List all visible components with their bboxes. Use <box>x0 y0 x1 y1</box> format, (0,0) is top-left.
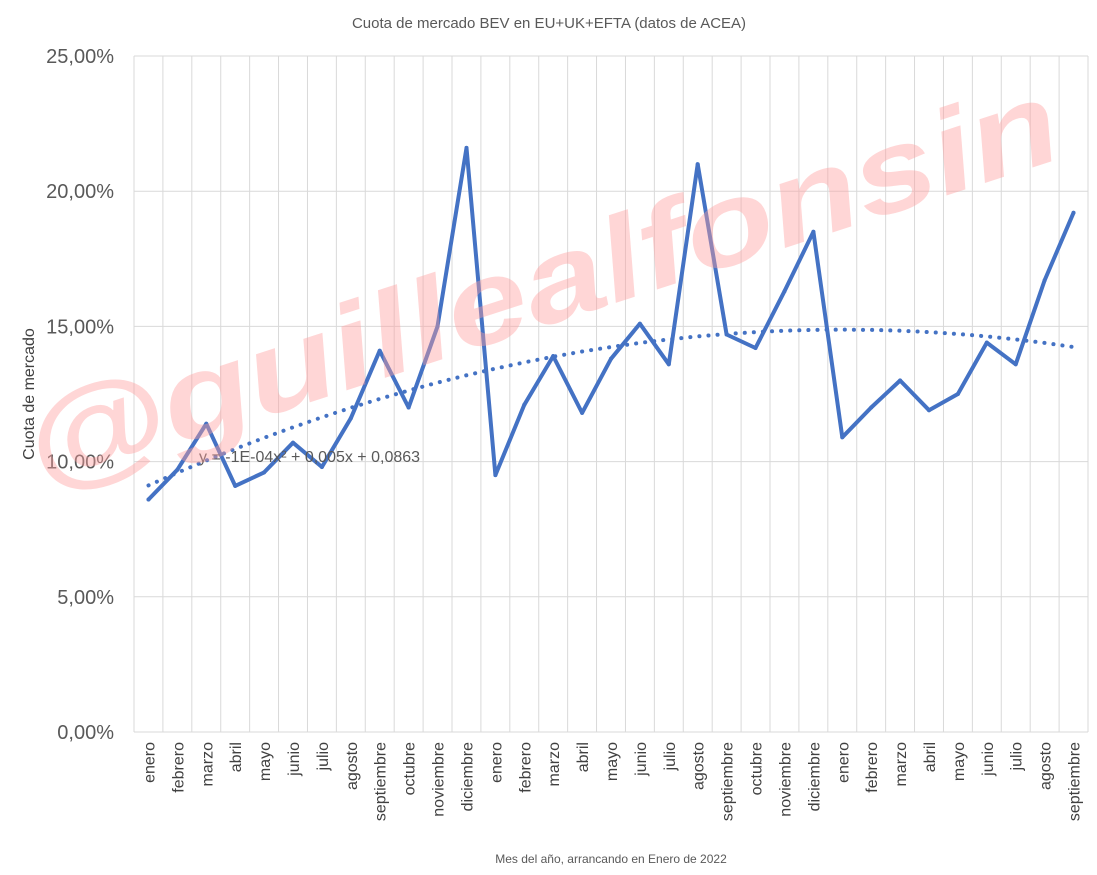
x-tick-label: marzo <box>546 742 563 787</box>
data-point <box>984 340 989 345</box>
data-point <box>291 440 295 445</box>
data-point <box>175 467 180 472</box>
y-axis-title: Cuota de mercado <box>21 328 38 460</box>
data-point <box>580 410 585 415</box>
data-point <box>840 435 845 440</box>
x-tick-label: agosto <box>1038 742 1055 790</box>
trendline <box>146 327 1076 488</box>
series-lines <box>146 145 1076 502</box>
x-tick-label: octubre <box>749 742 766 795</box>
data-point <box>637 321 642 326</box>
x-tick-label: enero <box>141 742 158 783</box>
data-point <box>869 405 874 410</box>
x-tick-label: noviembre <box>431 742 448 817</box>
data-point <box>262 470 267 475</box>
data-point <box>146 497 151 502</box>
trendline-path <box>146 327 1076 488</box>
x-tick-label: abril <box>922 742 939 772</box>
x-tick-label: marzo <box>199 742 216 787</box>
data-point <box>464 145 469 150</box>
data-point <box>927 408 931 413</box>
trendline-equation: y = -1E-04x² + 0,005x + 0,0863 <box>199 449 420 466</box>
x-tick-label: septiembre <box>373 742 390 821</box>
data-point <box>1042 278 1047 283</box>
x-tick-label: marzo <box>893 742 910 787</box>
x-tick-label: diciembre <box>806 742 823 811</box>
y-tick-label: 25,00% <box>46 46 114 68</box>
x-tick-label: mayo <box>951 742 968 781</box>
x-tick-label: junio <box>980 742 997 777</box>
data-point <box>782 289 787 294</box>
data-point <box>753 346 758 350</box>
x-tick-label: abril <box>575 742 592 772</box>
y-tick-label: 5,00% <box>57 587 114 609</box>
x-axis-title: Mes del año, arrancando en Enero de 2022 <box>495 852 727 866</box>
y-axis-ticks: 0,00% 5,00% 10,00% 15,00% 20,00% 25,00% <box>46 46 114 744</box>
x-tick-label: mayo <box>604 742 621 781</box>
data-point <box>898 378 903 383</box>
y-tick-label: 20,00% <box>46 181 114 203</box>
x-tick-label: mayo <box>257 742 274 781</box>
data-point <box>233 483 238 488</box>
data-point <box>522 402 527 407</box>
x-tick-label: septiembre <box>1067 742 1084 821</box>
x-tick-label: octubre <box>402 742 419 795</box>
data-point <box>406 405 411 410</box>
x-tick-label: febrero <box>170 742 187 793</box>
data-point <box>204 421 209 426</box>
data-point <box>811 229 816 234</box>
data-point <box>435 324 440 329</box>
x-tick-label: febrero <box>864 742 881 793</box>
data-point <box>666 362 671 367</box>
x-tick-label: diciembre <box>459 742 476 811</box>
data-point <box>955 392 960 396</box>
grid-lines <box>133 55 1089 733</box>
data-point <box>319 465 324 469</box>
y-tick-label: 10,00% <box>46 452 114 474</box>
data-point <box>493 473 498 478</box>
data-point <box>695 162 700 167</box>
y-tick-label: 0,00% <box>57 722 114 744</box>
x-tick-label: noviembre <box>777 742 794 817</box>
data-point <box>1013 362 1018 367</box>
data-point <box>377 348 382 353</box>
x-tick-label: julio <box>662 742 679 772</box>
x-tick-label: enero <box>835 742 852 783</box>
x-tick-label: enero <box>488 742 505 783</box>
x-tick-label: junio <box>633 742 650 777</box>
x-tick-label: abril <box>228 742 245 772</box>
chart-title: Cuota de mercado BEV en EU+UK+EFTA (dato… <box>352 15 746 32</box>
data-point <box>609 356 613 361</box>
data-point <box>551 354 556 359</box>
data-point <box>724 332 729 337</box>
y-tick-label: 15,00% <box>46 316 114 338</box>
x-tick-label: junio <box>286 742 303 777</box>
x-axis-ticks: enero febrero marzo abril mayo junio julio agos… <box>141 742 1083 821</box>
x-tick-label: agosto <box>344 742 361 790</box>
x-tick-label: febrero <box>517 742 534 793</box>
x-tick-label: agosto <box>691 742 708 790</box>
data-point <box>1071 210 1076 215</box>
x-tick-label: julio <box>1009 742 1026 772</box>
x-tick-label: septiembre <box>720 742 737 821</box>
data-point <box>348 416 353 421</box>
x-tick-label: julio <box>315 742 332 772</box>
